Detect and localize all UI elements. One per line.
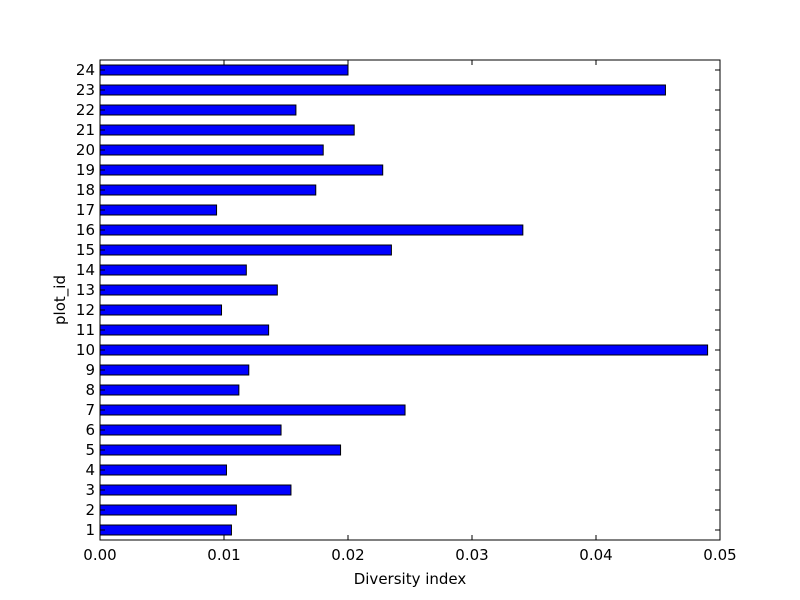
bar-2 <box>99 504 237 516</box>
y-tick-label: 4 <box>85 461 95 479</box>
y-tick-label: 2 <box>85 501 95 519</box>
x-tick-label: 0.01 <box>207 546 240 564</box>
bar-7 <box>99 404 406 416</box>
y-tick-label: 13 <box>76 281 95 299</box>
bar-14 <box>99 264 247 276</box>
y-tick-label: 15 <box>76 241 95 259</box>
y-tick-label: 22 <box>76 101 95 119</box>
x-tick-label: 0.02 <box>331 546 364 564</box>
bar-20 <box>99 144 324 156</box>
y-tick-label: 16 <box>76 221 95 239</box>
y-tick-label: 6 <box>85 421 95 439</box>
bar-16 <box>99 224 524 236</box>
y-tick-label: 20 <box>76 141 95 159</box>
x-tick-label: 0.03 <box>455 546 488 564</box>
y-tick-label: 17 <box>76 201 95 219</box>
y-tick-label: 11 <box>76 321 95 339</box>
x-tick-label: 0.00 <box>83 546 116 564</box>
bar-1 <box>99 524 232 536</box>
bar-8 <box>99 384 240 396</box>
y-tick-label: 14 <box>76 261 95 279</box>
bar-3 <box>99 484 292 496</box>
bar-5 <box>99 444 342 456</box>
bar-12 <box>99 304 223 316</box>
bar-15 <box>99 244 392 256</box>
bar-17 <box>99 204 218 216</box>
y-tick-label: 1 <box>85 521 95 539</box>
bar-9 <box>99 364 250 376</box>
y-tick-label: 5 <box>85 441 95 459</box>
y-tick-label: 21 <box>76 121 95 139</box>
y-tick-label: 7 <box>85 401 95 419</box>
plot-frame <box>99 59 721 541</box>
bar-13 <box>99 284 278 296</box>
y-tick-label: 3 <box>85 481 95 499</box>
y-tick-label: 23 <box>76 81 95 99</box>
bar-22 <box>99 104 297 116</box>
y-tick-label: 8 <box>85 381 95 399</box>
y-tick-label: 24 <box>76 61 95 79</box>
bar-10 <box>99 344 709 356</box>
bar-11 <box>99 324 270 336</box>
y-tick-label: 19 <box>76 161 95 179</box>
bar-18 <box>99 184 317 196</box>
x-axis-label: Diversity index <box>354 570 467 588</box>
x-ticks-group: 0.00 0.01 0.02 0.03 0.04 0.05 <box>83 60 737 564</box>
y-tick-label: 12 <box>76 301 95 319</box>
bar-21 <box>99 124 355 136</box>
bars-group <box>99 64 709 536</box>
bar-23 <box>99 84 666 96</box>
y-tick-label: 9 <box>85 361 95 379</box>
bar-4 <box>99 464 227 476</box>
bar-6 <box>99 424 282 436</box>
bar-19 <box>99 164 384 176</box>
y-tick-label: 18 <box>76 181 95 199</box>
y-axis-label: plot_id <box>51 275 70 325</box>
x-tick-label: 0.04 <box>579 546 612 564</box>
x-tick-label: 0.05 <box>703 546 736 564</box>
bar-24 <box>99 64 349 76</box>
y-tick-label: 10 <box>76 341 95 359</box>
